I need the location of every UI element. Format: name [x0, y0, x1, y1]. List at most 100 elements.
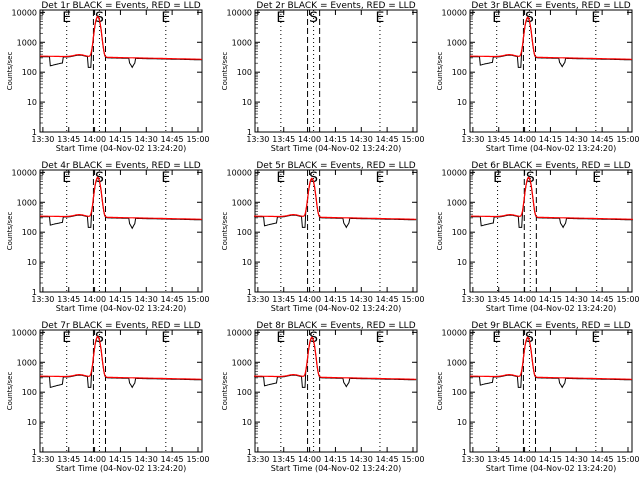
y-tick-label: 1000	[17, 198, 37, 207]
y-axis-label: Counts/sec	[221, 372, 229, 411]
time-marker-label: E	[376, 10, 385, 26]
x-axis-label: Start Time (04-Nov-02 13:24:20)	[56, 144, 186, 153]
x-tick-label: 15:00	[401, 455, 424, 464]
y-tick-label: 10	[457, 98, 467, 107]
x-tick-label: 15:00	[186, 135, 209, 144]
plot-frame	[39, 9, 203, 133]
x-tick-label: 14:15	[109, 455, 132, 464]
x-tick-label: 13:45	[272, 135, 295, 144]
x-tick-label: 13:45	[57, 455, 80, 464]
y-tick-label: 10	[242, 258, 252, 267]
y-tick-label: 100	[22, 68, 37, 77]
y-tick-label: 1	[247, 448, 252, 457]
x-tick-label: 14:45	[591, 135, 614, 144]
x-tick-label: 14:30	[135, 455, 158, 464]
x-tick-label: 14:45	[376, 455, 399, 464]
plot-frame	[254, 169, 418, 293]
panel-title: Det 2r BLACK = Events, RED = LLD	[256, 1, 415, 11]
x-axis-label: Start Time (04-Nov-02 13:24:20)	[271, 304, 401, 313]
y-tick-label: 100	[452, 68, 467, 77]
time-marker-label: S	[309, 10, 318, 26]
time-marker-label: S	[526, 170, 535, 186]
y-tick-label: 1	[462, 128, 467, 137]
x-tick-label: 14:15	[324, 295, 347, 304]
plot-frame	[469, 9, 633, 133]
time-marker-label: E	[276, 330, 285, 346]
y-tick-label: 100	[237, 68, 252, 77]
panel-title: Det 6r BLACK = Events, RED = LLD	[471, 161, 630, 171]
y-tick-label: 10000	[442, 328, 467, 337]
x-axis-label: Start Time (04-Nov-02 13:24:20)	[56, 464, 186, 473]
lld-series-line	[40, 335, 202, 380]
x-tick-label: 14:30	[350, 295, 373, 304]
y-tick-label: 100	[22, 228, 37, 237]
y-tick-label: 1	[32, 128, 37, 137]
y-tick-label: 1000	[447, 198, 467, 207]
x-tick-label: 14:45	[591, 295, 614, 304]
panel-title: Det 9r BLACK = Events, RED = LLD	[471, 321, 630, 331]
time-marker-label: S	[309, 170, 318, 186]
lld-series-line	[254, 336, 417, 380]
plot-frame	[469, 329, 633, 453]
x-axis-label: Start Time (04-Nov-02 13:24:20)	[271, 144, 401, 153]
y-tick-label: 100	[237, 228, 252, 237]
y-axis-label: Counts/sec	[6, 52, 14, 91]
y-tick-label: 1000	[17, 38, 37, 47]
x-tick-label: 14:00	[83, 135, 106, 144]
y-tick-label: 10000	[227, 328, 252, 337]
time-marker-label: E	[591, 330, 600, 346]
x-tick-label: 13:30	[31, 455, 54, 464]
plot-frame	[39, 169, 203, 293]
x-tick-label: 13:45	[57, 295, 80, 304]
x-tick-label: 13:45	[487, 295, 510, 304]
time-marker-label: E	[62, 330, 71, 346]
lld-series-line	[254, 177, 417, 220]
lld-series-line	[470, 16, 632, 60]
plot-frame	[39, 329, 203, 453]
x-tick-label: 14:00	[83, 295, 106, 304]
x-tick-label: 13:30	[461, 455, 484, 464]
x-tick-label: 14:00	[513, 295, 536, 304]
lld-series-line	[40, 176, 202, 220]
x-tick-label: 14:45	[376, 135, 399, 144]
y-tick-label: 10000	[442, 8, 467, 17]
x-tick-label: 14:30	[565, 455, 588, 464]
y-tick-label: 1000	[447, 358, 467, 367]
time-marker-label: S	[95, 330, 104, 346]
x-tick-label: 14:15	[109, 135, 132, 144]
y-tick-label: 1	[247, 128, 252, 137]
y-tick-label: 1000	[232, 358, 252, 367]
time-marker-label: S	[525, 330, 534, 346]
panel-title: Det 1r BLACK = Events, RED = LLD	[41, 1, 200, 11]
x-axis-label: Start Time (04-Nov-02 13:24:20)	[486, 304, 616, 313]
x-tick-label: 15:00	[616, 295, 639, 304]
y-tick-label: 100	[22, 388, 37, 397]
time-marker-label: E	[161, 10, 170, 26]
x-tick-label: 14:30	[565, 135, 588, 144]
x-tick-label: 14:30	[135, 135, 158, 144]
y-tick-label: 10	[457, 258, 467, 267]
x-tick-label: 14:15	[539, 295, 562, 304]
plot-frame	[469, 169, 633, 293]
x-tick-label: 13:45	[272, 455, 295, 464]
panel-title: Det 5r BLACK = Events, RED = LLD	[256, 161, 415, 171]
y-tick-label: 1	[247, 288, 252, 297]
x-tick-label: 14:00	[513, 455, 536, 464]
x-tick-label: 13:45	[487, 135, 510, 144]
x-tick-label: 13:45	[272, 295, 295, 304]
x-tick-label: 14:00	[298, 135, 321, 144]
y-tick-label: 10000	[12, 8, 37, 17]
time-marker-label: E	[62, 10, 71, 26]
x-tick-label: 15:00	[616, 455, 639, 464]
time-marker-label: S	[309, 330, 318, 346]
y-tick-label: 10	[27, 98, 37, 107]
x-tick-label: 15:00	[186, 295, 209, 304]
x-tick-label: 15:00	[401, 295, 424, 304]
